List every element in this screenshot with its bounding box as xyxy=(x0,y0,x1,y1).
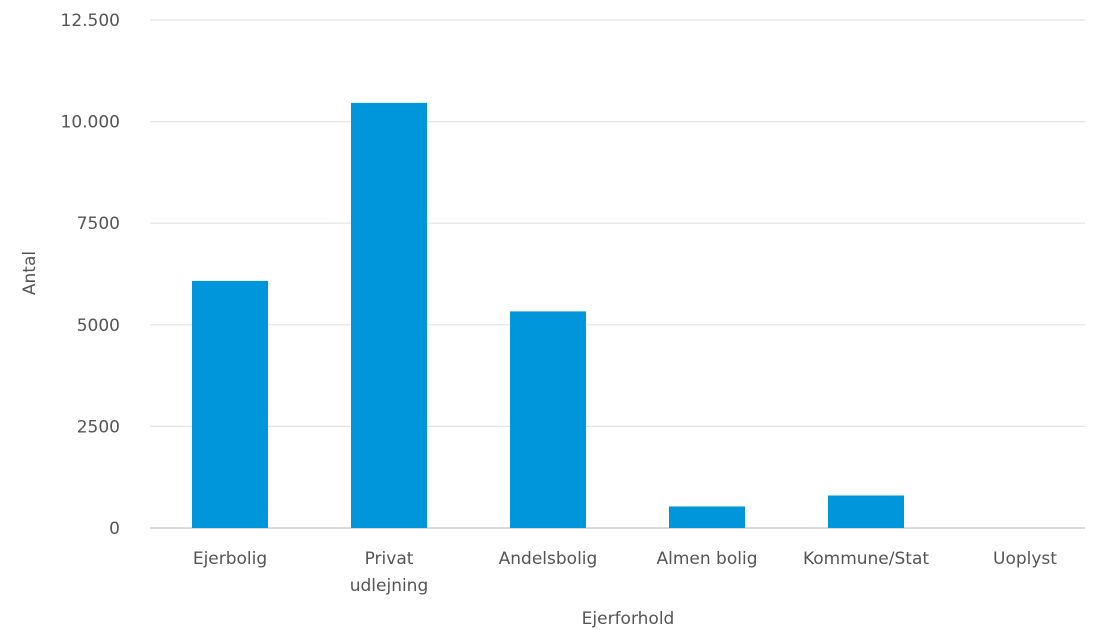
bars xyxy=(192,102,904,528)
x-tick-label: Privat udlejning xyxy=(350,549,429,596)
x-axis-ticks: Ejerbolig Privat udlejning Andelsbolig Almen… xyxy=(193,549,1057,596)
x-tick-label-line: Kommune/Stat xyxy=(803,549,929,569)
y-tick-label: 5000 xyxy=(77,316,120,336)
x-tick-label: Almen bolig xyxy=(657,549,758,569)
bar xyxy=(828,495,904,528)
x-tick-label: Andelsbolig xyxy=(499,549,598,569)
x-tick-label-line: udlejning xyxy=(350,576,429,596)
x-tick-label: Uoplyst xyxy=(993,549,1057,569)
x-axis-title: Ejerforhold xyxy=(582,609,675,629)
x-tick-label-line: Uoplyst xyxy=(993,549,1057,569)
x-tick-label: Ejerbolig xyxy=(193,549,267,569)
x-tick-label-line: Almen bolig xyxy=(657,549,758,569)
y-axis-ticks: 0 2500 5000 7500 10.000 12.500 xyxy=(61,11,120,539)
gridlines xyxy=(150,19,1085,529)
y-tick-label: 10.000 xyxy=(61,113,120,133)
bar xyxy=(351,102,427,528)
x-tick-label-line: Privat xyxy=(365,549,414,569)
y-tick-label: 0 xyxy=(109,519,120,539)
y-axis-title: Antal xyxy=(20,251,40,295)
y-tick-label: 7500 xyxy=(77,214,120,234)
bar xyxy=(510,311,586,528)
bar xyxy=(192,280,268,528)
bar xyxy=(669,506,745,528)
x-tick-label-line: Andelsbolig xyxy=(499,549,598,569)
y-tick-label: 12.500 xyxy=(61,11,120,31)
x-tick-label: Kommune/Stat xyxy=(803,549,929,569)
y-tick-label: 2500 xyxy=(77,417,120,437)
x-tick-label-line: Ejerbolig xyxy=(193,549,267,569)
